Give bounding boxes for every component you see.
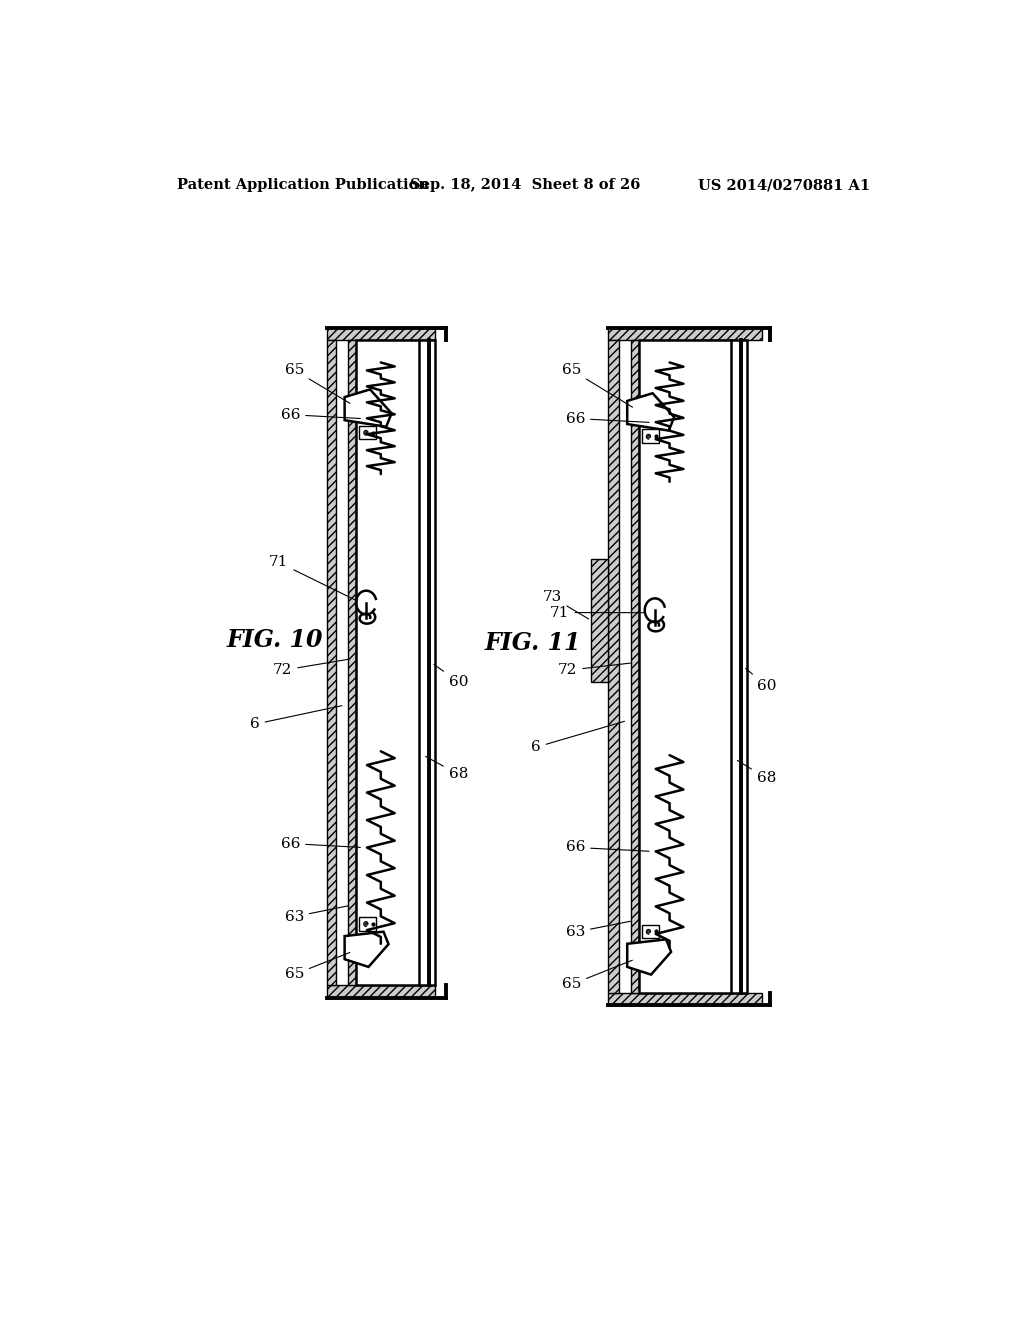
Text: Patent Application Publication: Patent Application Publication — [177, 178, 429, 193]
Text: 68: 68 — [737, 760, 776, 785]
Polygon shape — [345, 389, 391, 426]
Text: 60: 60 — [745, 668, 776, 693]
Bar — [639, 341, 746, 993]
Text: 68: 68 — [426, 756, 468, 781]
Text: 71: 71 — [269, 556, 355, 599]
Text: FIG. 10: FIG. 10 — [226, 627, 324, 652]
Text: 72: 72 — [273, 660, 348, 677]
Text: 6: 6 — [250, 706, 342, 731]
Bar — [608, 341, 618, 993]
Text: 6: 6 — [531, 721, 625, 754]
Text: 66: 66 — [565, 412, 649, 425]
Text: Sep. 18, 2014  Sheet 8 of 26: Sep. 18, 2014 Sheet 8 of 26 — [410, 178, 640, 193]
Text: 73: 73 — [543, 590, 589, 619]
Text: 65: 65 — [285, 363, 350, 404]
Bar — [327, 985, 435, 998]
Text: 66: 66 — [565, 841, 649, 854]
Bar — [642, 429, 658, 444]
Text: 63: 63 — [285, 906, 348, 924]
Text: 65: 65 — [562, 960, 633, 991]
Bar — [359, 425, 376, 440]
Bar — [591, 558, 608, 682]
Bar — [356, 341, 435, 985]
Polygon shape — [628, 393, 674, 430]
Text: 65: 65 — [562, 363, 633, 407]
Bar — [348, 341, 356, 985]
Text: US 2014/0270881 A1: US 2014/0270881 A1 — [697, 178, 869, 193]
Bar — [608, 327, 762, 341]
Text: FIG. 11: FIG. 11 — [484, 631, 582, 656]
Bar — [642, 924, 658, 939]
Bar — [327, 327, 435, 341]
Text: 66: 66 — [281, 408, 360, 421]
Text: 63: 63 — [565, 921, 631, 939]
Text: 66: 66 — [281, 837, 360, 850]
Text: 65: 65 — [285, 953, 350, 982]
Polygon shape — [628, 940, 671, 974]
Bar — [608, 993, 762, 1006]
Text: 60: 60 — [434, 664, 468, 689]
Bar — [359, 917, 376, 931]
Text: 72: 72 — [558, 663, 631, 677]
Bar — [327, 341, 336, 985]
Bar — [631, 341, 639, 993]
Text: 71: 71 — [550, 606, 644, 619]
Polygon shape — [345, 932, 388, 966]
